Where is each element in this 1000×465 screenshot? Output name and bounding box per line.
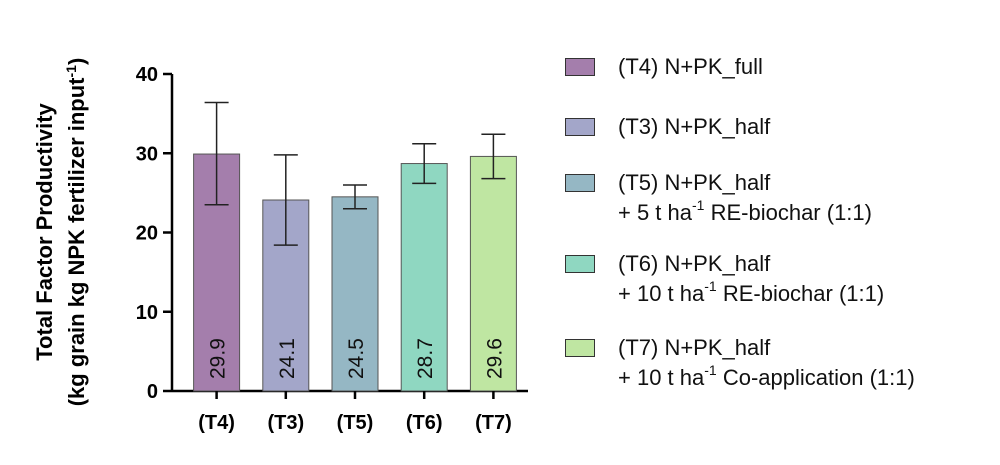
legend-item: (T4) N+PK_full: [565, 52, 763, 82]
y-axis-title: Total Factor Productivity (kg grain kg N…: [32, 58, 89, 407]
data-label: 24.5: [345, 338, 368, 379]
legend-label: (T6) N+PK_half + 10 t ha-1 RE-biochar (1:…: [618, 249, 884, 309]
y-axis-title-line2-close: ): [64, 58, 89, 65]
x-tick-label: (T7): [475, 412, 512, 434]
legend-swatch: [565, 174, 595, 192]
legend-label-line2: + 5 t ha-1 RE-biochar (1:1): [618, 198, 872, 228]
y-tick-label: 10: [136, 302, 158, 324]
legend-label-superscript: -1: [704, 277, 717, 294]
legend-label-line2: + 10 t ha-1 RE-biochar (1:1): [618, 279, 884, 309]
legend-label-line1: (T3) N+PK_half: [618, 114, 771, 139]
legend-item: (T5) N+PK_half + 5 t ha-1 RE-biochar (1:1…: [565, 168, 872, 228]
legend-label-line2-rest: Co-application (1:1): [716, 365, 915, 390]
data-label: 29.6: [483, 338, 506, 379]
y-axis-title-line1: Total Factor Productivity: [32, 102, 57, 360]
legend: (T4) N+PK_full (T3) N+PK_half (T5) N+PK_ha…: [565, 0, 995, 465]
legend-label: (T3) N+PK_half: [618, 112, 770, 142]
legend-label-line2-text: + 5 t ha: [618, 200, 693, 225]
legend-label-line1: (T5) N+PK_half: [618, 170, 771, 195]
legend-label-line2-text: + 10 t ha: [618, 365, 705, 390]
legend-label: (T7) N+PK_half + 10 t ha-1 Co-application…: [618, 333, 915, 393]
data-label: 29.9: [207, 338, 230, 379]
legend-label-line1: (T7) N+PK_half: [618, 335, 771, 360]
legend-item: (T6) N+PK_half + 10 t ha-1 RE-biochar (1:…: [565, 249, 884, 309]
legend-label-superscript: -1: [692, 196, 705, 213]
y-tick-label: 30: [136, 143, 158, 165]
y-axis-title-line2: (kg grain kg NPK fertilizer input-1): [63, 58, 89, 407]
legend-label-superscript: -1: [704, 361, 717, 378]
bars: (T4) 29.9 (T3) 24.1 (T5) 24.5 (T6) 28.7 (T7) 29.6: [193, 101, 517, 434]
legend-label-line2-rest: RE-biochar (1:1): [704, 200, 872, 225]
y-axis-title-line2-superscript: -1: [63, 65, 79, 78]
y-tick-label: 40: [136, 64, 158, 86]
x-tick-label: (T3): [267, 412, 304, 434]
bar: [331, 196, 379, 392]
legend-label-line2: + 10 t ha-1 Co-application (1:1): [618, 363, 915, 393]
y-axis-title-line2-text: (kg grain kg NPK fertilizer input: [64, 77, 89, 406]
bar-chart: Total Factor Productivity (kg grain kg N…: [32, 58, 528, 434]
legend-label-line2-text: + 10 t ha: [618, 281, 705, 306]
legend-label-line1: (T6) N+PK_half: [618, 251, 771, 276]
legend-swatch: [565, 58, 595, 76]
bar: [469, 155, 517, 392]
x-tick-label: (T6): [406, 412, 443, 434]
x-tick-label: (T5): [337, 412, 374, 434]
data-label: 28.7: [414, 338, 437, 379]
legend-label: (T4) N+PK_full: [618, 52, 763, 82]
legend-label-line2-rest: RE-biochar (1:1): [716, 281, 885, 306]
data-label: 24.1: [276, 338, 299, 379]
legend-item: (T7) N+PK_half + 10 t ha-1 Co-application…: [565, 333, 915, 393]
legend-label: (T5) N+PK_half + 5 t ha-1 RE-biochar (1:1…: [618, 168, 872, 228]
legend-item: (T3) N+PK_half: [565, 112, 770, 142]
legend-swatch: [565, 118, 595, 136]
legend-swatch: [565, 255, 595, 273]
legend-label-line1: (T4) N+PK_full: [618, 54, 763, 79]
y-tick-label: 0: [147, 381, 158, 403]
bar: [400, 163, 448, 392]
legend-swatch: [565, 339, 595, 357]
y-tick-label: 20: [136, 223, 158, 245]
x-tick-label: (T4): [198, 412, 235, 434]
